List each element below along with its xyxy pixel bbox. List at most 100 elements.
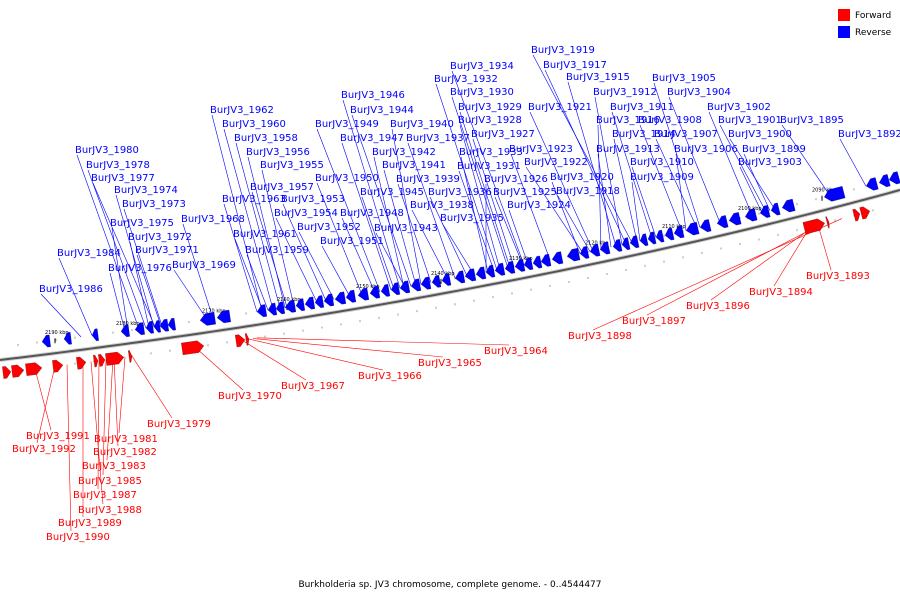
reverse-genes [41, 171, 900, 348]
gene-label: BurJV3_1941 [382, 160, 446, 171]
reverse-gene-arrow-shape [153, 320, 161, 333]
reverse-gene-arrow [621, 237, 631, 250]
gene-label: BurJV3_1925 [493, 187, 557, 198]
gene-label: BurJV3_1986 [39, 284, 103, 295]
forward-genes [2, 206, 870, 379]
reverse-gene-arrow-shape [647, 231, 657, 245]
reverse-gene-arrow [589, 243, 601, 257]
leader-line [557, 195, 591, 252]
forward-gene-arrow [825, 216, 830, 229]
leader-line [383, 169, 417, 286]
legend: Forward Reverse [838, 9, 892, 38]
gene-label: BurJV3_1892 [838, 129, 900, 140]
gene-label: BurJV3_1958 [234, 133, 298, 144]
forward-gene-arrow-shape [105, 351, 125, 366]
reverse-gene-arrow-shape [866, 177, 879, 191]
reverse-gene-arrow-shape [551, 251, 564, 265]
reverse-gene-arrow [91, 328, 99, 341]
gene-label: BurJV3_1898 [568, 331, 632, 342]
leader-line [109, 272, 126, 332]
leader-line [655, 138, 698, 229]
gene-label: BurJV3_1955 [260, 160, 324, 171]
leader-line [58, 257, 93, 336]
gene-label: BurJV3_1916 [596, 115, 660, 126]
forward-gene-arrow-shape [825, 216, 830, 229]
leader-line [113, 358, 119, 447]
tick-label: 2090 kbp [812, 188, 836, 194]
gene-label: BurJV3_1984 [57, 248, 121, 259]
gene-label: BurJV3_1936 [428, 187, 492, 198]
leader-line [235, 142, 281, 309]
leader-line [411, 209, 449, 280]
gene-label: BurJV3_1959 [245, 245, 309, 256]
gene-label: BurJV3_1978 [86, 160, 150, 171]
reverse-gene-arrow-shape [284, 299, 296, 313]
leader-line [97, 360, 100, 490]
gene-label: BurJV3_1914 [612, 129, 676, 140]
reverse-gene-arrow-shape [639, 233, 649, 247]
gene-label: BurJV3_1967 [281, 381, 345, 392]
forward-gene-arrow [852, 208, 861, 222]
gene-label: BurJV3_1987 [73, 490, 137, 501]
leader-line [668, 96, 721, 223]
reverse-gene-arrow [256, 304, 267, 317]
gene-label: BurJV3_1939 [396, 174, 460, 185]
gene-label: BurJV3_1935 [440, 213, 504, 224]
gene-label: BurJV3_1983 [82, 461, 146, 472]
reverse-gene-arrow [323, 293, 335, 307]
reverse-gene-arrow-shape [334, 291, 347, 305]
leader-line [173, 269, 208, 320]
reverse-gene-arrow [824, 186, 846, 202]
reverse-gene-arrow [629, 235, 640, 249]
gene-label: BurJV3_1926 [484, 174, 548, 185]
gene-label: BurJV3_1985 [78, 476, 142, 487]
leader-line [739, 166, 763, 213]
reverse-gene-arrow [390, 282, 401, 295]
reverse-gene-arrow-shape [612, 239, 623, 252]
leader-line [298, 231, 335, 300]
legend-forward-label: Forward [855, 11, 891, 21]
gene-label: BurJV3_1900 [728, 129, 792, 140]
leader-line [90, 361, 104, 505]
leader-line [275, 217, 318, 303]
leader-line [532, 54, 633, 243]
leader-line [544, 69, 627, 245]
gene-label: BurJV3_1907 [654, 129, 718, 140]
leader-line [123, 208, 163, 326]
genome-caption: Burkholderia sp. JV3 chromosome, complet… [298, 580, 601, 590]
gene-labels: BurJV3_1919 BurJV3_1917 BurJV3_1934 BurJV3_… [12, 45, 900, 543]
leader-line [241, 339, 307, 381]
gene-label: BurJV3_1901 [718, 115, 782, 126]
reverse-gene-arrow [745, 208, 758, 222]
reverse-gene-arrow-shape [410, 278, 422, 292]
reverse-gene-arrow [540, 253, 552, 267]
gene-label: BurJV3_1944 [350, 105, 414, 116]
reverse-gene-arrow-shape [699, 219, 712, 233]
reverse-gene-arrow [599, 241, 611, 255]
reverse-gene-arrow [485, 264, 496, 278]
gene-label: BurJV3_1953 [281, 194, 345, 205]
reverse-gene-arrow-shape [295, 298, 306, 312]
reverse-gene-arrow [551, 251, 564, 265]
leader-line [131, 355, 173, 419]
forward-gene-arrow [105, 351, 125, 366]
reverse-gene-arrow-shape [599, 241, 611, 255]
gene-label: BurJV3_1973 [122, 199, 186, 210]
reverse-gene-arrow [267, 302, 277, 316]
leader-line [407, 142, 456, 279]
gene-label: BurJV3_1909 [630, 172, 694, 183]
forward-gene-arrow-shape [244, 333, 250, 346]
tick-label: 2120 kbp [585, 241, 609, 247]
forward-gene-arrow-shape [93, 354, 99, 368]
leader-line [194, 346, 244, 391]
gene-label: BurJV3_1938 [410, 200, 474, 211]
leader-line [743, 153, 771, 211]
reverse-gene-arrow [199, 312, 216, 326]
reverse-gene-arrow-shape [532, 255, 543, 269]
leader-line [710, 225, 816, 301]
reverse-gene-arrow-shape [267, 302, 277, 316]
tick-label: 2100 kbp [738, 206, 762, 212]
reverse-gene-arrow-shape [824, 186, 846, 202]
leader-line [136, 254, 162, 327]
